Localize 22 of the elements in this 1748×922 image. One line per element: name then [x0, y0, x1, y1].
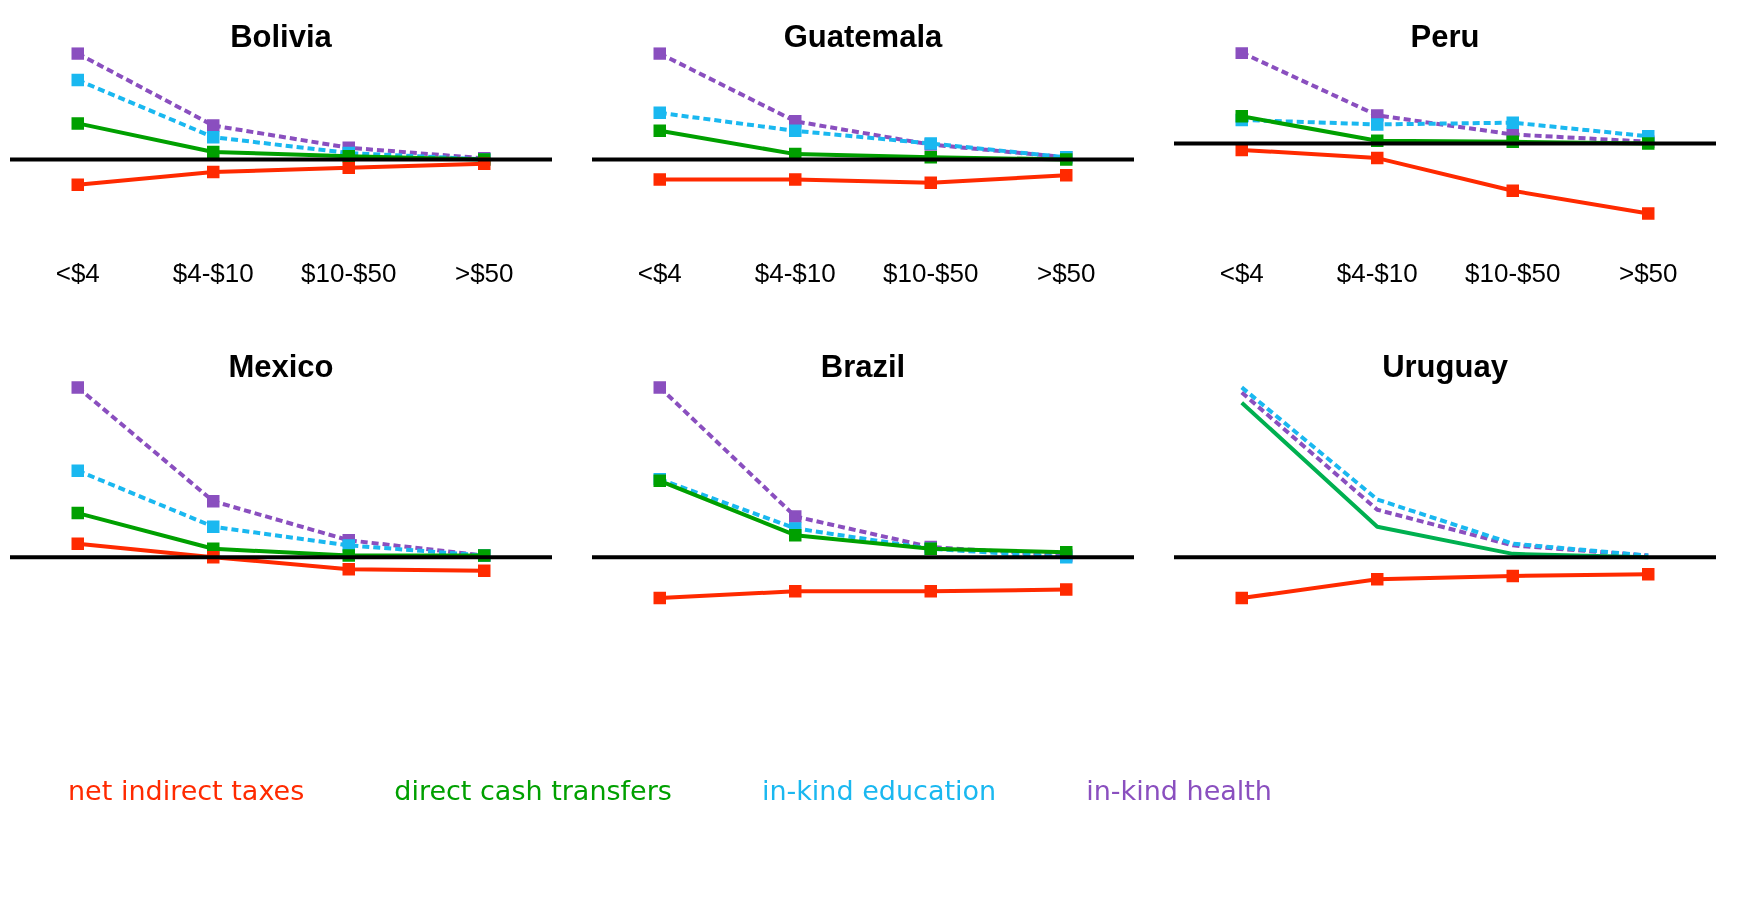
chart-title: Mexico — [228, 349, 334, 385]
x-tick-label: $10-$50 — [883, 257, 979, 288]
chart-title: Uruguay — [1382, 349, 1509, 385]
x-tick-label: $4-$10 — [1336, 257, 1418, 288]
x-tick-label: $10-$50 — [301, 257, 397, 288]
x-tick-label: >$50 — [1618, 257, 1678, 288]
chart-title: Bolivia — [230, 19, 333, 55]
x-tick-label: $4-$10 — [754, 257, 836, 288]
x-tick-label: >$50 — [1036, 257, 1096, 288]
text: net indirect taxes — [68, 774, 305, 806]
text: direct cash transfers — [394, 774, 672, 806]
x-tick-label: <$4 — [55, 257, 100, 288]
chart-title: Brazil — [820, 349, 906, 385]
x-tick-label: <$4 — [637, 257, 682, 288]
x-tick-label: $4-$10 — [172, 257, 254, 288]
x-tick-label: <$4 — [1219, 257, 1264, 288]
chart-title: Guatemala — [783, 19, 944, 55]
chart-title: Peru — [1410, 19, 1480, 55]
x-tick-label: >$50 — [454, 257, 514, 288]
text: in-kind health — [1086, 774, 1272, 806]
text: in-kind education — [761, 774, 997, 806]
x-tick-label: $10-$50 — [1465, 257, 1561, 288]
